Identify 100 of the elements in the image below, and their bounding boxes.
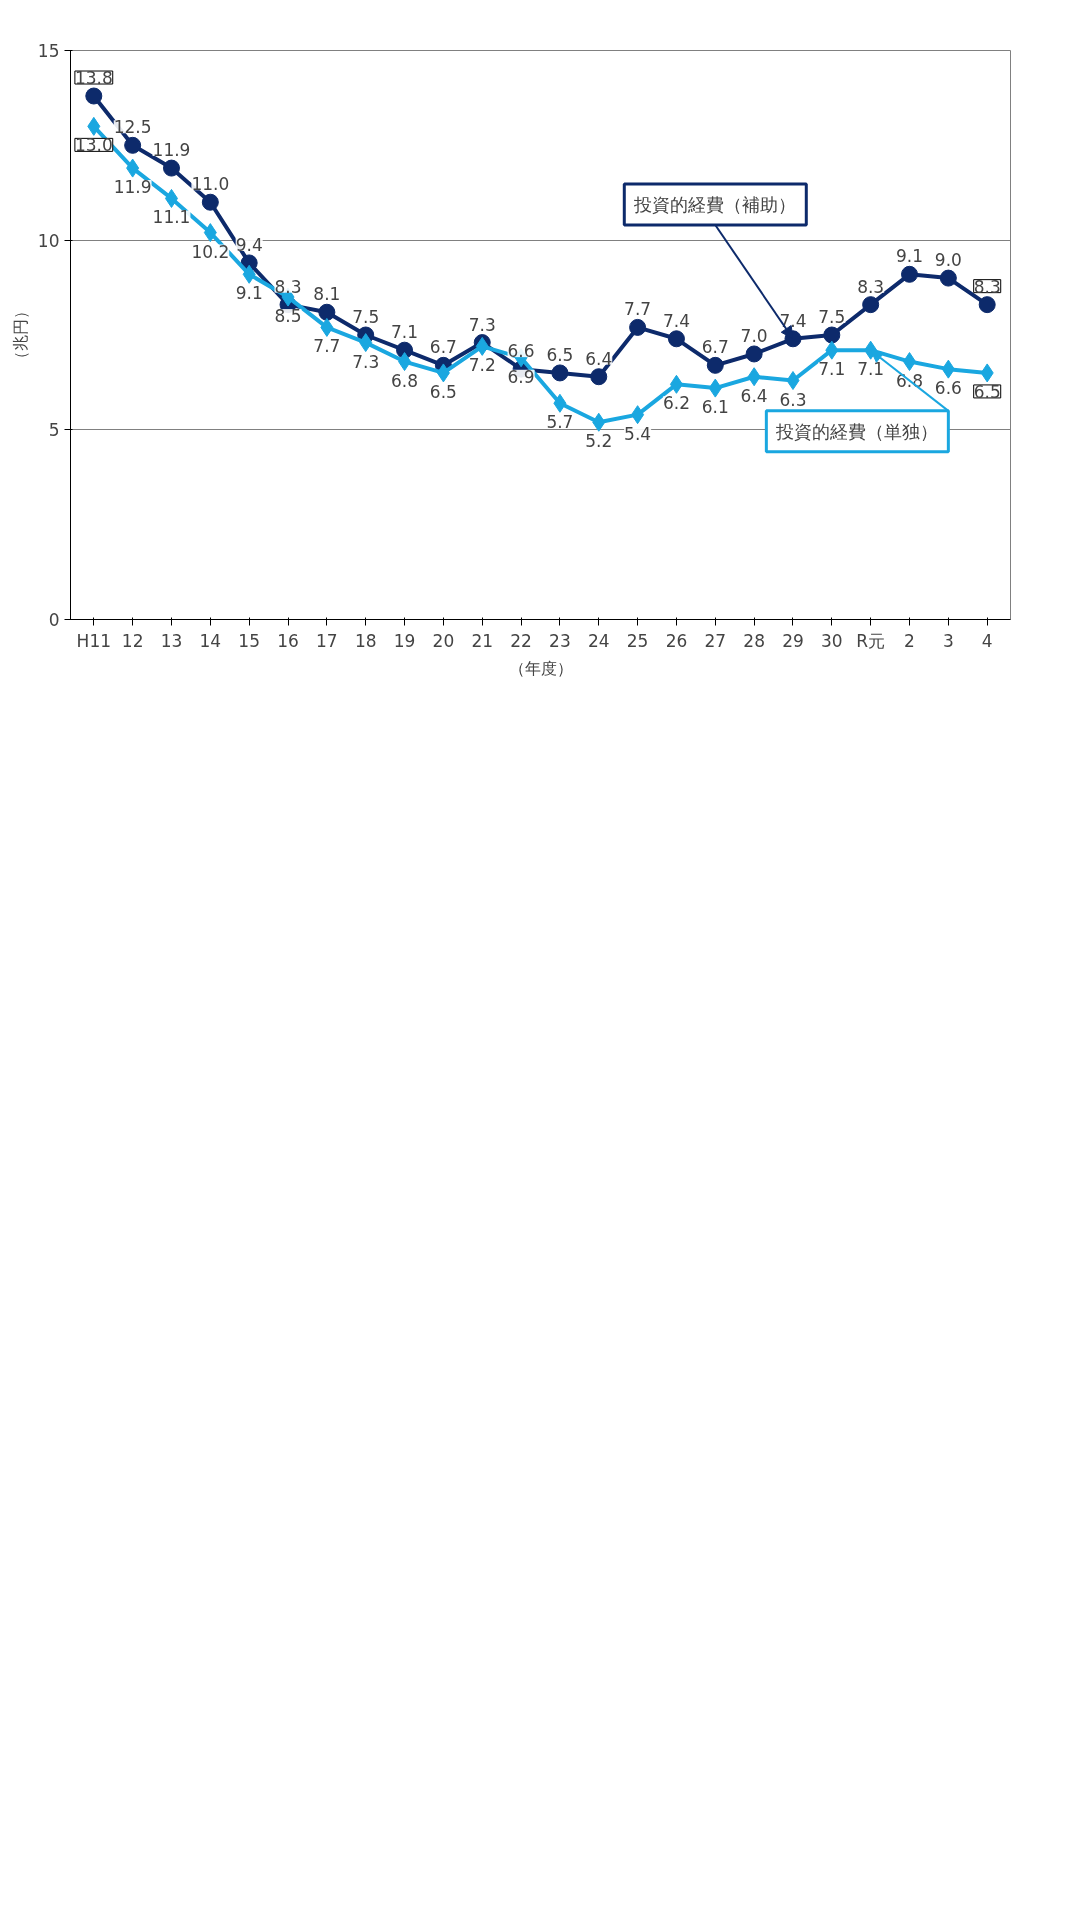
data-label: 7.1 bbox=[391, 322, 419, 343]
data-label: 7.4 bbox=[779, 310, 807, 331]
point bbox=[903, 352, 917, 372]
data-label: 6.2 bbox=[662, 393, 690, 414]
x-tick-label: 17 bbox=[316, 630, 338, 651]
x-tick-label: 28 bbox=[743, 630, 765, 651]
point bbox=[592, 412, 606, 432]
y-tick-label: 5 bbox=[48, 420, 60, 441]
data-label: 12.5 bbox=[113, 117, 152, 138]
point bbox=[669, 374, 683, 394]
data-label: 6.7 bbox=[429, 337, 457, 358]
x-tick-label: H11 bbox=[76, 630, 112, 651]
point bbox=[242, 264, 256, 284]
y-tick-label: 15 bbox=[37, 41, 60, 61]
annotation: 投資的経費（補助） bbox=[633, 193, 797, 215]
x-tick-label: 14 bbox=[199, 630, 222, 651]
point bbox=[745, 345, 763, 363]
data-label: 8.5 bbox=[274, 306, 302, 327]
point bbox=[320, 317, 334, 337]
x-tick-label: 19 bbox=[393, 630, 416, 651]
x-axis-title: （年度） bbox=[508, 658, 573, 678]
data-label: 10.2 bbox=[191, 241, 230, 262]
x-tick-label: 13 bbox=[160, 630, 183, 651]
data-label: 13.0 bbox=[74, 135, 113, 156]
data-label: 6.3 bbox=[779, 389, 807, 410]
data-label: 6.6 bbox=[934, 378, 962, 399]
annotation: 投資的経費（単独） bbox=[775, 420, 939, 442]
point bbox=[124, 136, 142, 154]
y-tick-label: 0 bbox=[48, 610, 60, 630]
point bbox=[980, 363, 994, 383]
data-label: 7.3 bbox=[468, 314, 496, 335]
data-label: 8.1 bbox=[313, 284, 341, 305]
point bbox=[862, 296, 880, 314]
data-label: 13.8 bbox=[74, 68, 113, 89]
data-label: 6.9 bbox=[507, 366, 535, 387]
point bbox=[708, 378, 722, 398]
point bbox=[203, 223, 217, 243]
data-label: 7.7 bbox=[313, 336, 341, 357]
data-label: 6.7 bbox=[701, 337, 729, 358]
point bbox=[825, 340, 839, 360]
y-axis-title: （兆円） bbox=[10, 303, 30, 367]
x-tick-label: 24 bbox=[587, 630, 610, 651]
x-tick-label: 27 bbox=[704, 630, 727, 651]
x-tick-label: 16 bbox=[277, 630, 299, 651]
data-label: 11.9 bbox=[113, 177, 152, 198]
data-label: 7.1 bbox=[818, 359, 846, 380]
x-tick-label: 18 bbox=[354, 630, 377, 651]
data-label: 5.4 bbox=[624, 423, 652, 444]
point bbox=[85, 87, 103, 105]
data-label: 11.0 bbox=[191, 174, 230, 195]
data-label: 11.1 bbox=[152, 207, 191, 228]
point bbox=[164, 188, 178, 208]
data-label: 9.4 bbox=[235, 234, 263, 255]
point bbox=[359, 333, 373, 353]
point bbox=[398, 352, 412, 372]
x-tick-label: R元 bbox=[856, 630, 886, 651]
data-label: 11.9 bbox=[152, 140, 191, 161]
data-label: 7.0 bbox=[740, 325, 768, 346]
data-label: 6.5 bbox=[429, 381, 457, 402]
data-label: 6.4 bbox=[585, 348, 613, 369]
data-label: 7.4 bbox=[662, 310, 690, 331]
point bbox=[706, 356, 724, 374]
point bbox=[823, 326, 841, 344]
data-label: 8.3 bbox=[973, 276, 1001, 297]
data-label: 7.1 bbox=[857, 359, 885, 380]
x-tick-label: 22 bbox=[510, 630, 532, 651]
point bbox=[126, 158, 140, 178]
data-label: 6.6 bbox=[507, 341, 535, 362]
point bbox=[87, 116, 101, 136]
data-label: 7.5 bbox=[352, 307, 380, 327]
x-tick-label: 2 bbox=[904, 630, 915, 651]
data-label: 7.3 bbox=[352, 351, 380, 372]
x-tick-label: 30 bbox=[821, 630, 843, 651]
point bbox=[629, 318, 647, 336]
x-tick-label: 26 bbox=[665, 630, 688, 651]
point bbox=[590, 368, 608, 386]
point bbox=[162, 159, 180, 177]
point bbox=[901, 265, 919, 283]
data-label: 5.7 bbox=[546, 412, 574, 433]
point bbox=[978, 296, 996, 314]
data-label: 9.1 bbox=[235, 283, 263, 304]
point bbox=[631, 405, 645, 425]
data-label: 9.0 bbox=[934, 250, 962, 271]
point bbox=[786, 371, 800, 391]
data-label: 8.3 bbox=[857, 276, 885, 297]
point bbox=[201, 193, 219, 211]
x-tick-label: 3 bbox=[942, 630, 954, 651]
point bbox=[747, 367, 761, 387]
point bbox=[436, 363, 450, 383]
x-tick-label: 23 bbox=[549, 630, 571, 651]
x-tick-label: 4 bbox=[981, 630, 993, 651]
data-label: 7.5 bbox=[818, 307, 846, 327]
x-tick-label: 15 bbox=[238, 630, 260, 651]
data-label: 9.1 bbox=[895, 246, 924, 267]
data-label: 5.2 bbox=[585, 431, 613, 452]
point bbox=[941, 359, 955, 379]
x-tick-label: 25 bbox=[626, 630, 649, 651]
data-label: 7.2 bbox=[468, 355, 496, 376]
x-tick-label: 21 bbox=[471, 630, 494, 651]
point bbox=[667, 330, 685, 348]
